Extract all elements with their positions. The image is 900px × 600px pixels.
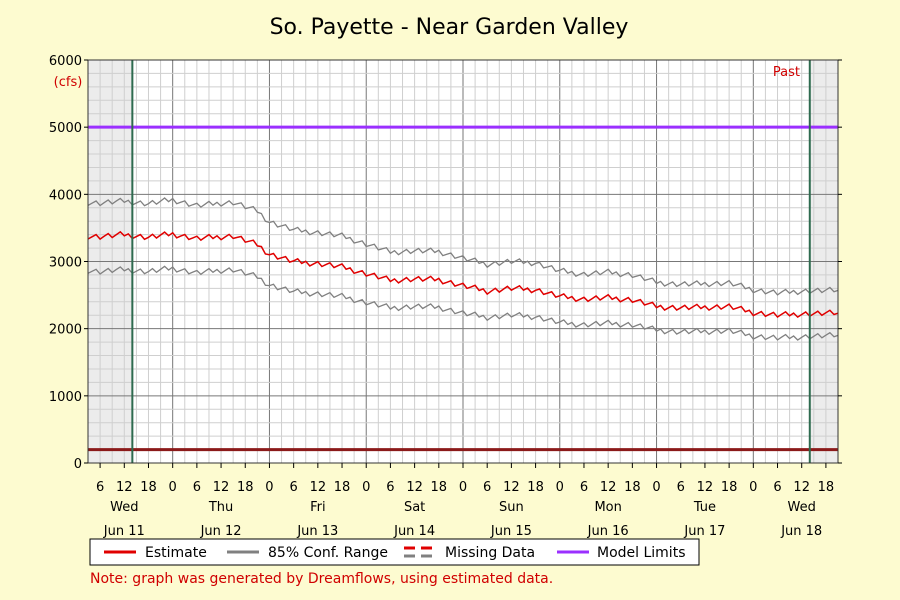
- x-weekday-label: Sat: [404, 500, 425, 515]
- y-tick-label: 3000: [49, 256, 82, 271]
- x-hour-label: 18: [334, 480, 351, 495]
- x-weekday-label: Mon: [594, 500, 621, 515]
- x-hour-label: 18: [818, 480, 835, 495]
- x-date-label: Jun 16: [587, 524, 629, 539]
- chart-title: So. Payette - Near Garden Valley: [270, 15, 629, 40]
- x-hour-label: 0: [169, 480, 177, 495]
- legend-label: Model Limits: [597, 545, 685, 561]
- y-axis: 0 1000 2000 3000 4000 5000 6000: [49, 54, 842, 472]
- x-date-label: Jun 12: [200, 524, 242, 539]
- x-hour-label: 6: [386, 480, 394, 495]
- x-weekday-label: Sun: [499, 500, 524, 515]
- x-hour-label: 6: [96, 480, 104, 495]
- y-tick-label: 0: [74, 457, 82, 472]
- x-hour-label: 12: [310, 480, 327, 495]
- x-hour-label: 6: [193, 480, 201, 495]
- x-hour-label: 12: [697, 480, 714, 495]
- x-hour-label: 0: [749, 480, 757, 495]
- x-weekday-label: Tue: [693, 500, 716, 515]
- x-weekday-label: Thu: [208, 500, 233, 515]
- x-hour-label: 12: [406, 480, 423, 495]
- past-markers: [131, 60, 811, 463]
- estimate-line: [87, 230, 839, 319]
- past-label: Past: [773, 65, 800, 80]
- x-date-label: Jun 14: [393, 524, 435, 539]
- x-hour-label: 0: [362, 480, 370, 495]
- x-hour-label: 12: [600, 480, 617, 495]
- x-hour-label: 18: [237, 480, 254, 495]
- conf-range-upper-line: [87, 197, 839, 296]
- x-date-label: Jun 17: [683, 524, 725, 539]
- x-hour-label: 6: [773, 480, 781, 495]
- x-hour-label: 18: [624, 480, 641, 495]
- x-date-label: Jun 11: [103, 524, 145, 539]
- legend-label: Missing Data: [445, 545, 535, 561]
- x-date-label: Jun 13: [296, 524, 338, 539]
- y-unit-label: (cfs): [54, 75, 83, 90]
- x-date-label: Jun 18: [780, 524, 822, 539]
- x-hour-label: 0: [265, 480, 273, 495]
- y-tick-label: 2000: [49, 323, 82, 338]
- x-hour-label: 18: [527, 480, 544, 495]
- x-hour-label: 6: [580, 480, 588, 495]
- footnote: Note: graph was generated by Dreamflows,…: [90, 571, 553, 587]
- x-date-label: Jun 15: [490, 524, 532, 539]
- x-hour-label: 18: [140, 480, 157, 495]
- x-weekday-label: Fri: [310, 500, 326, 515]
- y-tick-label: 4000: [49, 188, 82, 203]
- legend: Estimate 85% Conf. Range Missing Data Model…: [89, 538, 700, 566]
- legend-frame: [89, 538, 700, 566]
- x-hour-label: 18: [431, 480, 448, 495]
- legend-label: 85% Conf. Range: [268, 545, 388, 561]
- x-hour-label: 0: [459, 480, 467, 495]
- x-hour-label: 12: [116, 480, 133, 495]
- x-hour-label: 18: [721, 480, 738, 495]
- y-tick-label: 5000: [49, 121, 82, 136]
- x-hour-label: 12: [793, 480, 810, 495]
- x-axis: 6 12 18 0 6 12 18 0 6 12 18 0 6 12 18 0 6 12 18 0 6 12 18 0 6 12 1…: [96, 463, 834, 539]
- x-hour-label: 6: [677, 480, 685, 495]
- x-weekday-label: Wed: [110, 500, 138, 515]
- legend-label: Estimate: [145, 545, 207, 561]
- data-series: [87, 197, 839, 341]
- x-hour-label: 0: [652, 480, 660, 495]
- conf-range-lower-line: [87, 265, 839, 341]
- x-hour-label: 6: [290, 480, 298, 495]
- x-hour-label: 12: [503, 480, 520, 495]
- x-hour-label: 12: [213, 480, 230, 495]
- x-weekday-label: Wed: [788, 500, 816, 515]
- x-hour-label: 0: [556, 480, 564, 495]
- y-tick-label: 6000: [49, 54, 82, 69]
- y-tick-label: 1000: [49, 390, 82, 405]
- model-limit-lines: [88, 125, 838, 452]
- x-hour-label: 6: [483, 480, 491, 495]
